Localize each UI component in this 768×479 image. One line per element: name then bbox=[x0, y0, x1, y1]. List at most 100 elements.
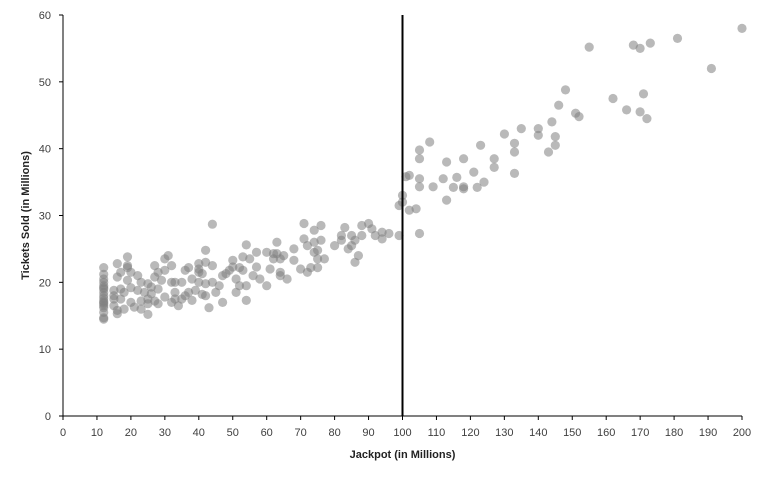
data-point bbox=[319, 254, 329, 264]
data-point bbox=[509, 147, 520, 157]
data-point bbox=[438, 174, 448, 184]
data-point bbox=[187, 295, 197, 305]
y-tick-label: 60 bbox=[39, 10, 51, 22]
data-point bbox=[289, 255, 299, 265]
data-point bbox=[394, 230, 404, 241]
x-tick-label: 160 bbox=[597, 427, 615, 439]
x-tick-label: 190 bbox=[699, 427, 717, 439]
x-tick-label: 60 bbox=[261, 427, 273, 439]
data-point bbox=[153, 284, 163, 294]
x-tick-label: 40 bbox=[193, 427, 205, 439]
x-tick-label: 180 bbox=[665, 427, 683, 439]
data-point bbox=[201, 291, 211, 301]
data-point bbox=[737, 23, 747, 33]
data-point bbox=[377, 234, 387, 244]
x-tick-label: 150 bbox=[563, 427, 581, 439]
x-tick-label: 30 bbox=[159, 427, 171, 439]
data-point bbox=[472, 182, 482, 192]
data-point bbox=[112, 259, 122, 269]
data-point bbox=[234, 281, 245, 291]
data-point bbox=[170, 277, 180, 287]
data-point bbox=[428, 182, 438, 192]
y-tick-label: 10 bbox=[39, 344, 51, 356]
data-point bbox=[316, 220, 326, 231]
data-point bbox=[622, 105, 632, 115]
data-point bbox=[442, 157, 452, 167]
data-point bbox=[642, 114, 652, 124]
data-point bbox=[119, 287, 129, 297]
data-point bbox=[414, 228, 425, 239]
data-point bbox=[99, 313, 109, 323]
data-point bbox=[194, 259, 204, 269]
data-point bbox=[99, 283, 109, 293]
data-point bbox=[214, 281, 224, 291]
data-point bbox=[560, 85, 571, 95]
data-point bbox=[672, 33, 683, 44]
y-tick-label: 0 bbox=[45, 411, 51, 423]
y-axis-ticks: 0 10 20 30 40 50 60 bbox=[39, 10, 63, 423]
x-axis-title: Jackpot (in Millions) bbox=[350, 449, 456, 461]
x-tick-label: 120 bbox=[461, 427, 479, 439]
data-point bbox=[574, 112, 584, 122]
data-point bbox=[207, 219, 217, 229]
data-point bbox=[282, 274, 292, 284]
data-point bbox=[170, 287, 180, 297]
x-tick-label: 130 bbox=[495, 427, 513, 439]
data-point bbox=[350, 235, 360, 245]
data-point bbox=[459, 154, 469, 164]
data-point bbox=[143, 309, 153, 319]
x-tick-label: 90 bbox=[362, 427, 374, 439]
data-point bbox=[160, 265, 170, 275]
y-tick-label: 50 bbox=[39, 77, 51, 89]
x-tick-label: 50 bbox=[227, 427, 239, 439]
data-point bbox=[411, 204, 421, 214]
x-tick-label: 200 bbox=[733, 427, 751, 439]
data-point bbox=[414, 174, 425, 184]
data-point bbox=[584, 42, 594, 52]
data-point bbox=[442, 195, 452, 205]
data-point bbox=[245, 254, 255, 264]
data-point bbox=[499, 129, 509, 139]
data-points bbox=[99, 23, 747, 324]
data-point bbox=[177, 277, 187, 287]
data-point bbox=[204, 303, 214, 313]
data-point bbox=[122, 275, 133, 285]
data-point bbox=[706, 63, 717, 74]
data-point bbox=[248, 271, 258, 281]
x-tick-label: 140 bbox=[529, 427, 547, 439]
data-point bbox=[425, 137, 435, 147]
data-point bbox=[265, 264, 275, 274]
data-point bbox=[255, 274, 265, 284]
y-tick-label: 30 bbox=[39, 211, 51, 223]
data-point bbox=[489, 154, 499, 164]
data-point bbox=[279, 251, 289, 261]
data-point bbox=[296, 264, 306, 274]
data-point bbox=[357, 230, 367, 241]
data-point bbox=[241, 240, 251, 250]
data-point bbox=[336, 235, 346, 245]
data-point bbox=[547, 117, 557, 127]
data-point bbox=[638, 89, 649, 99]
data-point bbox=[302, 241, 312, 251]
data-point bbox=[201, 245, 211, 255]
data-point bbox=[353, 251, 363, 261]
data-point bbox=[251, 247, 262, 257]
data-point bbox=[313, 245, 323, 255]
data-point bbox=[452, 172, 462, 182]
data-point bbox=[99, 263, 109, 273]
data-point bbox=[384, 228, 394, 239]
data-point bbox=[509, 138, 520, 148]
data-point bbox=[313, 263, 323, 273]
data-point bbox=[414, 145, 425, 155]
x-tick-label: 110 bbox=[428, 427, 446, 439]
data-point bbox=[299, 218, 309, 229]
data-point bbox=[479, 177, 489, 187]
data-point bbox=[146, 289, 156, 299]
data-point bbox=[116, 267, 126, 277]
y-tick-label: 20 bbox=[39, 277, 51, 289]
data-point bbox=[201, 257, 211, 267]
data-point bbox=[112, 305, 122, 315]
data-point bbox=[516, 124, 526, 134]
data-point bbox=[533, 130, 543, 140]
